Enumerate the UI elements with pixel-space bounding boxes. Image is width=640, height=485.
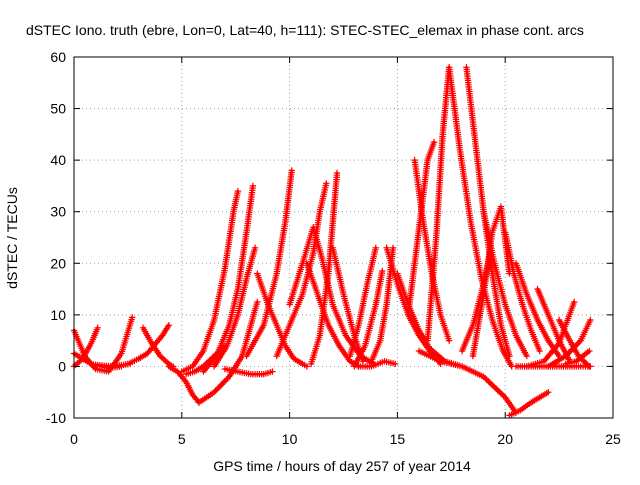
data-arc: [411, 156, 453, 344]
data-point-markers: [424, 64, 453, 344]
data-arc: [534, 285, 574, 365]
y-tick-label: 20: [50, 255, 66, 271]
y-axis-title: dSTEC / TECUs: [4, 187, 20, 289]
x-tick-label: 0: [70, 431, 78, 447]
x-tick-label: 20: [497, 431, 513, 447]
data-arc: [329, 244, 367, 365]
data-arc: [463, 64, 513, 360]
data-point-markers: [195, 298, 261, 406]
data-point-markers: [303, 260, 362, 370]
data-point-markers: [243, 167, 295, 360]
data-arc: [195, 298, 261, 406]
data-arc: [243, 167, 295, 360]
data-arc-line: [245, 169, 294, 358]
data-arc: [165, 363, 203, 406]
chart-title: dSTEC Iono. truth (ebre, Lon=0, Lat=40, …: [26, 22, 584, 38]
data-point-markers: [308, 169, 341, 368]
data-arc: [480, 208, 530, 360]
x-tick-label: 25: [605, 431, 621, 447]
data-arc: [502, 229, 543, 355]
data-point-markers: [506, 389, 552, 419]
data-point-markers: [286, 224, 377, 368]
data-point-markers: [200, 182, 257, 375]
data-layer: [70, 64, 594, 419]
y-tick-label: 60: [50, 49, 66, 65]
data-arc: [368, 244, 397, 365]
data-point-markers: [165, 363, 203, 406]
data-arc: [210, 244, 259, 370]
y-tick-label: 30: [50, 204, 66, 220]
data-arc: [221, 365, 276, 378]
data-arc-line: [417, 349, 518, 415]
data-arc: [445, 64, 515, 370]
data-point-markers: [458, 249, 494, 355]
data-point-markers: [415, 347, 520, 416]
data-arc: [424, 64, 453, 344]
x-axis-title: GPS time / hours of day 257 of year 2014: [213, 458, 471, 474]
data-arc: [545, 316, 594, 370]
y-tick-label: 0: [58, 358, 66, 374]
y-tick-label: 40: [50, 152, 66, 168]
data-arc: [200, 182, 257, 375]
data-point-markers: [502, 229, 543, 355]
data-arc: [351, 267, 386, 370]
data-arc: [346, 244, 379, 360]
data-point-markers: [139, 324, 177, 370]
data-arc: [308, 169, 341, 368]
data-arc: [506, 389, 552, 419]
data-arc: [415, 347, 520, 416]
data-arc: [303, 260, 362, 370]
data-point-markers: [512, 363, 594, 370]
data-point-markers: [355, 358, 399, 370]
data-point-markers: [221, 365, 276, 378]
y-tick-label: -10: [46, 410, 66, 426]
data-point-markers: [480, 208, 530, 360]
x-tick-label: 5: [178, 431, 186, 447]
data-arc: [139, 324, 177, 370]
data-point-markers: [346, 244, 379, 360]
x-tick-label: 10: [282, 431, 298, 447]
data-arc: [355, 358, 399, 370]
data-point-markers: [178, 187, 242, 375]
data-point-markers: [351, 267, 386, 370]
plot-frame: [73, 56, 614, 419]
data-point-markers: [210, 244, 259, 370]
x-tick-label: 15: [390, 431, 406, 447]
data-arc: [458, 249, 494, 355]
data-arc: [512, 363, 594, 370]
y-tick-label: 10: [50, 307, 66, 323]
y-tick-label: 50: [50, 101, 66, 117]
data-point-markers: [445, 64, 515, 370]
data-arc: [178, 187, 242, 375]
